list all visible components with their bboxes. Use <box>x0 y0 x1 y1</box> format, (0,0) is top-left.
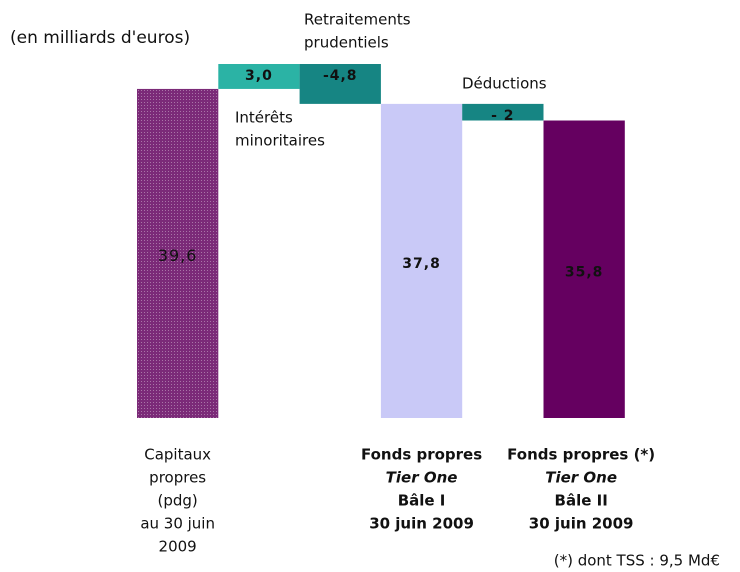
x-tick-label: 2009 <box>159 538 197 556</box>
bar <box>218 64 300 89</box>
x-tick-label: propres <box>149 469 206 487</box>
footnote: (*) dont TSS : 9,5 Md€ <box>554 552 720 570</box>
value-label: 37,8 <box>402 256 441 272</box>
x-tick-label: Fonds propres (*) <box>507 446 655 464</box>
value-label: - 2 <box>491 108 514 124</box>
annotation: Déductions <box>462 75 547 93</box>
annotation: Intérêts <box>235 109 293 127</box>
bar <box>380 103 463 418</box>
annotation: minoritaires <box>235 132 325 150</box>
bar <box>462 103 544 121</box>
x-tick-label: 30 juin 2009 <box>529 515 634 533</box>
bar <box>137 88 219 419</box>
x-tick-label: (pdg) <box>158 492 198 510</box>
x-tick-label: au 30 juin <box>140 515 215 533</box>
value-label: 35,8 <box>565 264 604 280</box>
bar <box>543 120 625 418</box>
subtitle: (en milliards d'euros) <box>10 28 190 48</box>
value-label: 3,0 <box>245 68 273 84</box>
annotation: prudentiels <box>304 34 389 52</box>
annotation: Retraitements <box>304 11 411 29</box>
x-tick-label: Capitaux <box>144 446 211 464</box>
value-label: 39,6 <box>158 246 198 265</box>
bar <box>299 64 381 104</box>
x-tick-label: 30 juin 2009 <box>369 515 474 533</box>
value-label: -4,8 <box>323 68 358 84</box>
x-tick-label: Fonds propres <box>361 446 482 464</box>
x-tick-label: Bâle I <box>398 492 446 510</box>
x-tick-label: Tier One <box>545 469 617 487</box>
x-tick-label: Tier One <box>386 469 458 487</box>
x-tick-label: Bâle II <box>555 492 608 510</box>
